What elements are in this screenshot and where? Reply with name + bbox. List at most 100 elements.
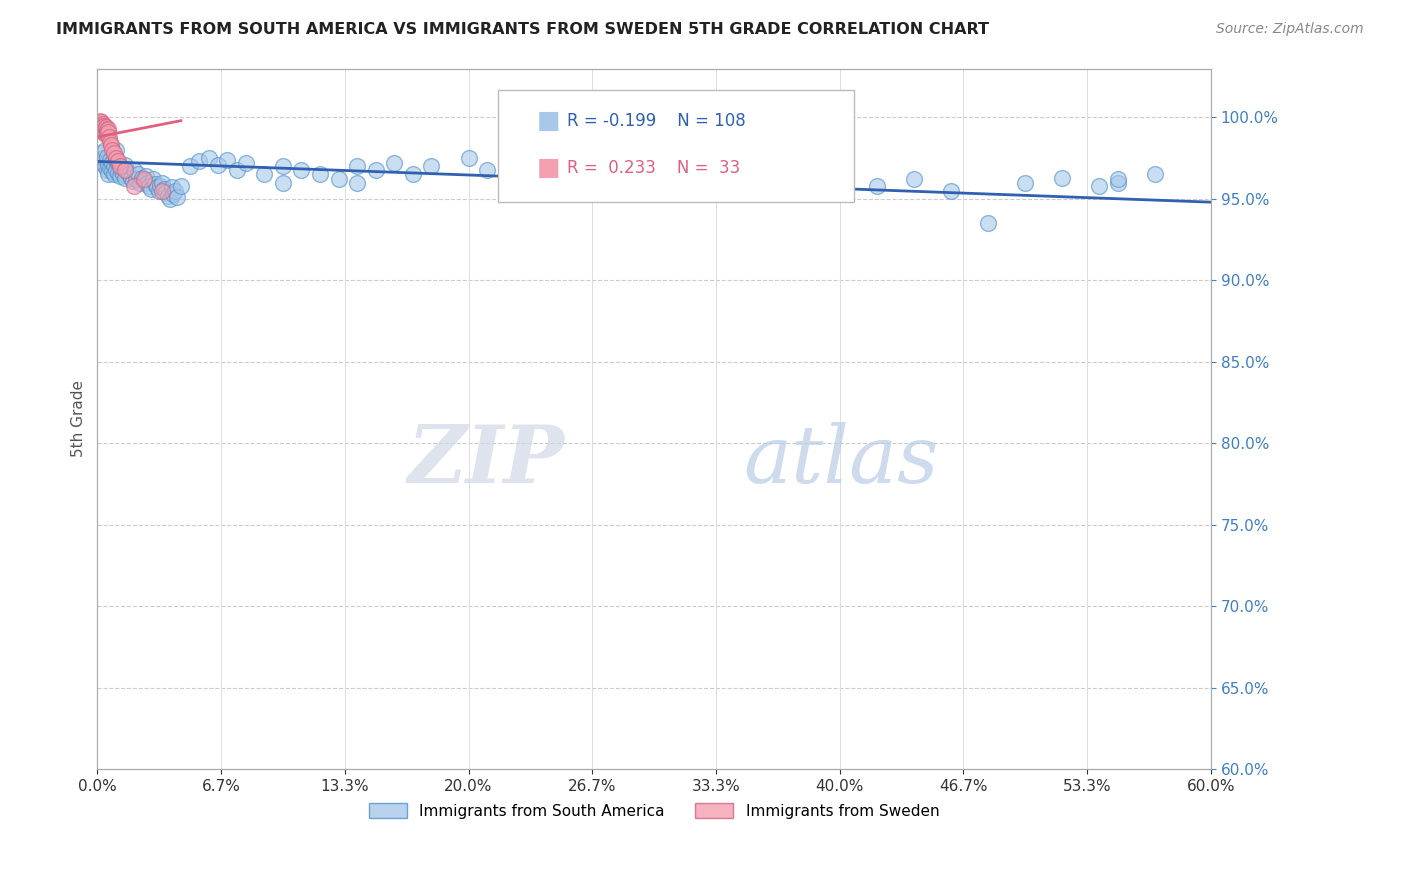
Point bbox=[104, 154, 127, 169]
Point bbox=[420, 159, 443, 173]
Point bbox=[364, 162, 387, 177]
Point bbox=[124, 178, 146, 193]
FancyBboxPatch shape bbox=[498, 89, 855, 202]
Point bbox=[197, 151, 219, 165]
Point bbox=[103, 168, 125, 182]
Point bbox=[1292, 184, 1315, 198]
Point bbox=[792, 176, 814, 190]
Point bbox=[1107, 176, 1129, 190]
Point bbox=[132, 172, 155, 186]
Point bbox=[94, 159, 117, 173]
Point bbox=[402, 168, 425, 182]
Point bbox=[903, 172, 925, 186]
Point bbox=[160, 180, 183, 194]
Point bbox=[217, 153, 239, 167]
Point bbox=[495, 159, 517, 173]
Point bbox=[1144, 168, 1167, 182]
Point bbox=[101, 164, 124, 178]
Point bbox=[165, 184, 187, 198]
Point bbox=[156, 188, 179, 202]
Text: Source: ZipAtlas.com: Source: ZipAtlas.com bbox=[1216, 22, 1364, 37]
Point bbox=[155, 186, 177, 200]
Point bbox=[91, 123, 114, 137]
Point bbox=[1292, 176, 1315, 190]
Point bbox=[96, 123, 118, 137]
Point bbox=[120, 170, 142, 185]
Point bbox=[110, 162, 132, 177]
Point bbox=[866, 178, 889, 193]
Point bbox=[96, 127, 118, 141]
Point bbox=[107, 154, 129, 169]
Point bbox=[96, 149, 118, 163]
Point bbox=[89, 117, 111, 131]
Point bbox=[98, 130, 121, 145]
Point bbox=[97, 158, 120, 172]
Point bbox=[136, 176, 159, 190]
Point bbox=[150, 184, 173, 198]
Point bbox=[309, 168, 332, 182]
Point bbox=[1237, 162, 1260, 177]
Point bbox=[162, 186, 184, 201]
Point bbox=[150, 176, 173, 190]
Point bbox=[145, 180, 167, 194]
Point bbox=[225, 162, 247, 177]
Point bbox=[328, 172, 350, 186]
Point bbox=[90, 146, 112, 161]
Point bbox=[166, 190, 188, 204]
Point bbox=[1052, 170, 1074, 185]
Point bbox=[271, 176, 294, 190]
Point bbox=[475, 162, 498, 177]
Point bbox=[108, 159, 131, 173]
Point bbox=[253, 168, 276, 182]
Point bbox=[107, 156, 129, 170]
Point bbox=[148, 184, 170, 198]
Point bbox=[550, 159, 572, 173]
Point bbox=[271, 159, 294, 173]
Point bbox=[828, 168, 851, 182]
Point bbox=[346, 176, 368, 190]
Point bbox=[159, 192, 181, 206]
Point bbox=[207, 158, 229, 172]
Point bbox=[1014, 176, 1036, 190]
Point bbox=[699, 162, 721, 177]
Point bbox=[138, 178, 160, 193]
Point bbox=[143, 178, 166, 192]
Point bbox=[118, 168, 141, 182]
Point bbox=[115, 164, 138, 178]
Point bbox=[1088, 178, 1111, 193]
Point bbox=[1107, 172, 1129, 186]
Point bbox=[114, 162, 136, 177]
Point bbox=[773, 178, 796, 193]
Point bbox=[98, 135, 121, 149]
Point bbox=[87, 123, 110, 137]
Point bbox=[94, 120, 117, 135]
Point bbox=[93, 119, 115, 133]
Text: IMMIGRANTS FROM SOUTH AMERICA VS IMMIGRANTS FROM SWEDEN 5TH GRADE CORRELATION CH: IMMIGRANTS FROM SOUTH AMERICA VS IMMIGRA… bbox=[56, 22, 990, 37]
Point bbox=[125, 172, 148, 186]
Point bbox=[89, 113, 111, 128]
Point bbox=[96, 162, 118, 177]
Point bbox=[103, 146, 125, 161]
Point bbox=[153, 182, 176, 196]
Point bbox=[977, 216, 1000, 230]
Point bbox=[98, 161, 121, 175]
Point bbox=[1348, 754, 1371, 768]
Point bbox=[90, 120, 112, 135]
Point bbox=[91, 117, 114, 131]
Point bbox=[1256, 162, 1278, 177]
Point bbox=[91, 151, 114, 165]
Point bbox=[127, 168, 149, 182]
Point bbox=[382, 156, 405, 170]
Point bbox=[89, 119, 111, 133]
Point bbox=[643, 168, 665, 182]
Point bbox=[94, 127, 117, 141]
Point bbox=[101, 143, 124, 157]
Point bbox=[170, 178, 193, 193]
Point bbox=[94, 121, 117, 136]
Point bbox=[90, 119, 112, 133]
Point bbox=[108, 169, 131, 183]
Point bbox=[124, 162, 146, 177]
Point bbox=[97, 168, 120, 182]
Text: ZIP: ZIP bbox=[408, 422, 565, 500]
Point bbox=[290, 162, 312, 177]
